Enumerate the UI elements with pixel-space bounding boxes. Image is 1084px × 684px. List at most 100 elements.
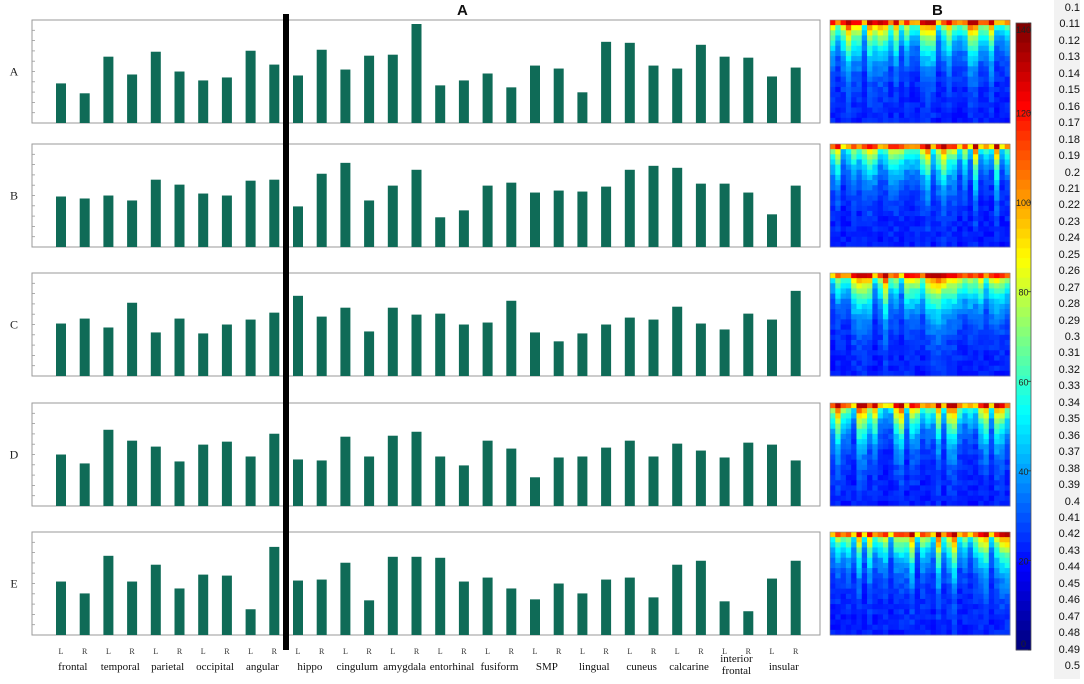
heatmap-cell bbox=[830, 45, 836, 52]
heatmap-cell bbox=[882, 117, 889, 124]
heatmap-cell bbox=[877, 169, 884, 176]
heatmap-cell bbox=[914, 71, 921, 78]
heatmap-cell bbox=[898, 339, 905, 346]
heatmap-cell bbox=[909, 334, 916, 341]
heatmap-cell bbox=[951, 624, 958, 631]
heatmap-cell bbox=[999, 578, 1006, 584]
heatmap-cell bbox=[978, 288, 984, 294]
heatmap-cell bbox=[835, 604, 841, 610]
heatmap-cell bbox=[856, 350, 863, 356]
heatmap-cell bbox=[845, 355, 852, 361]
heatmap-cell bbox=[840, 190, 847, 196]
heatmap-cell bbox=[967, 588, 974, 595]
heatmap-cell bbox=[999, 433, 1006, 440]
colorbar-segment bbox=[1016, 150, 1031, 161]
heatmap-cell bbox=[988, 598, 995, 605]
heatmap-cell bbox=[882, 490, 889, 497]
heatmap-cell bbox=[909, 221, 916, 227]
heatmap-cell bbox=[845, 439, 852, 445]
heatmap-cell bbox=[935, 547, 942, 553]
heatmap-cell bbox=[856, 629, 863, 636]
heatmap-cell bbox=[882, 66, 889, 72]
heatmap-cell bbox=[930, 485, 937, 491]
heatmap-cell bbox=[861, 231, 868, 238]
heatmap-cell bbox=[972, 449, 979, 455]
heatmap-cell bbox=[867, 624, 873, 631]
heatmap-cell bbox=[861, 303, 868, 310]
heatmap-cell bbox=[988, 464, 995, 471]
heatmap-cell bbox=[840, 339, 847, 346]
heatmap-cell bbox=[978, 210, 984, 217]
hemisphere-label: R bbox=[698, 647, 704, 656]
heatmap-cell bbox=[872, 159, 879, 165]
bar bbox=[293, 75, 303, 123]
heatmap-cell bbox=[877, 459, 884, 466]
heatmap-cell bbox=[957, 418, 963, 424]
heatmap-cell bbox=[941, 236, 947, 243]
heatmap-cell bbox=[935, 40, 942, 47]
heatmap-cell bbox=[914, 314, 921, 320]
colorbar-segment bbox=[1016, 307, 1031, 318]
colorbar-segment bbox=[1016, 277, 1031, 289]
heatmap-cell bbox=[983, 30, 990, 36]
heatmap-cell bbox=[925, 164, 931, 171]
heatmap-cell bbox=[941, 454, 947, 461]
heatmap-cell bbox=[914, 92, 921, 98]
heatmap-cell bbox=[920, 537, 926, 543]
heatmap-cell bbox=[930, 403, 937, 409]
heatmap-cell bbox=[872, 174, 879, 181]
heatmap-cell bbox=[893, 107, 900, 114]
heatmap-cell bbox=[941, 469, 947, 476]
heatmap-cell bbox=[840, 180, 847, 186]
heatmap-cell bbox=[951, 61, 958, 67]
hemisphere-label: L bbox=[343, 647, 348, 656]
heatmap-cell bbox=[1004, 185, 1011, 191]
heatmap-cell bbox=[972, 40, 979, 47]
heatmap-cell bbox=[867, 231, 873, 238]
heatmap-cell bbox=[877, 439, 884, 445]
heatmap-cell bbox=[972, 56, 979, 62]
heatmap-cell bbox=[994, 174, 1000, 181]
threshold-label: 0.43 bbox=[1058, 544, 1080, 557]
heatmap-cell bbox=[983, 107, 990, 114]
heatmap-cell bbox=[999, 35, 1006, 41]
heatmap-cell bbox=[978, 174, 984, 181]
heatmap-cell bbox=[888, 537, 894, 543]
heatmap-cell bbox=[845, 303, 852, 310]
bar bbox=[719, 601, 730, 635]
heatmap-cell bbox=[872, 355, 879, 361]
heatmap-cell bbox=[904, 588, 910, 595]
heatmap-cell bbox=[978, 334, 984, 341]
heatmap-cell bbox=[972, 35, 979, 41]
heatmap-cell bbox=[967, 190, 974, 196]
heatmap-cell bbox=[882, 107, 889, 114]
heatmap-cell bbox=[925, 112, 931, 119]
heatmap-cell bbox=[856, 614, 863, 620]
heatmap-cell bbox=[925, 278, 931, 284]
heatmap-cell bbox=[951, 339, 958, 346]
heatmap-cell bbox=[830, 552, 836, 559]
heatmap-cell bbox=[925, 226, 931, 232]
heatmap-cell bbox=[972, 324, 979, 331]
heatmap-cell bbox=[830, 283, 836, 289]
heatmap-cell bbox=[835, 624, 841, 631]
heatmap-cell bbox=[898, 45, 905, 52]
bar bbox=[743, 611, 754, 635]
heatmap-cell bbox=[840, 226, 847, 232]
heatmap-cell bbox=[930, 283, 937, 289]
heatmap-cell bbox=[867, 283, 873, 289]
heatmap-cell bbox=[967, 107, 974, 114]
heatmap-cell bbox=[893, 25, 900, 31]
heatmap-cell bbox=[1004, 298, 1011, 305]
heatmap-cell bbox=[882, 583, 889, 590]
heatmap-cell bbox=[914, 360, 921, 367]
heatmap-cell bbox=[978, 469, 984, 476]
heatmap-cell bbox=[872, 485, 879, 491]
heatmap-cell bbox=[962, 92, 969, 98]
heatmap-cell bbox=[946, 314, 953, 320]
heatmap-cell bbox=[867, 593, 873, 600]
heatmap-cell bbox=[957, 542, 963, 548]
bar bbox=[790, 460, 801, 506]
heatmap-cell bbox=[967, 76, 974, 83]
heatmap-cell bbox=[951, 557, 958, 564]
